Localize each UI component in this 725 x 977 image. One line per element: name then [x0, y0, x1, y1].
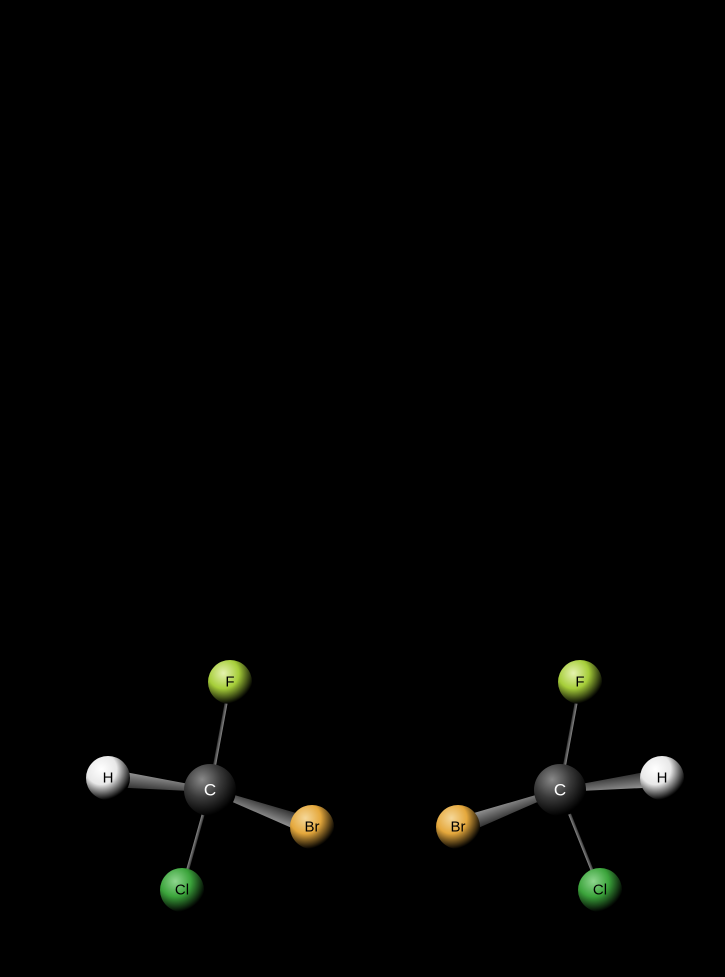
atom-C-right: C	[534, 764, 586, 816]
atom-label-Cl-left: Cl	[175, 882, 189, 899]
atom-F-right: F	[558, 660, 602, 704]
atom-label-H-right: H	[657, 770, 668, 787]
atom-label-H-left: H	[103, 770, 114, 787]
atom-Cl-right: Cl	[578, 868, 622, 912]
atom-F-left: F	[208, 660, 252, 704]
atom-label-Br-left: Br	[305, 819, 320, 836]
atom-label-Br-right: Br	[451, 819, 466, 836]
atom-Br-right: Br	[436, 805, 480, 849]
atom-C-left: C	[184, 764, 236, 816]
atom-label-C-right: C	[554, 781, 566, 800]
atom-label-F-right: F	[575, 674, 584, 691]
molecule-left: F Cl C H Br	[86, 660, 334, 912]
atom-label-C-left: C	[204, 781, 216, 800]
atom-label-F-left: F	[225, 674, 234, 691]
atom-H-left: H	[86, 756, 130, 800]
atom-Br-left: Br	[290, 805, 334, 849]
atom-Cl-left: Cl	[160, 868, 204, 912]
molecule-diagram: F Cl C H Br F Cl C H Br	[0, 0, 725, 977]
atom-label-Cl-right: Cl	[593, 882, 607, 899]
molecule-right: F Cl C H Br	[436, 660, 684, 912]
atom-H-right: H	[640, 756, 684, 800]
